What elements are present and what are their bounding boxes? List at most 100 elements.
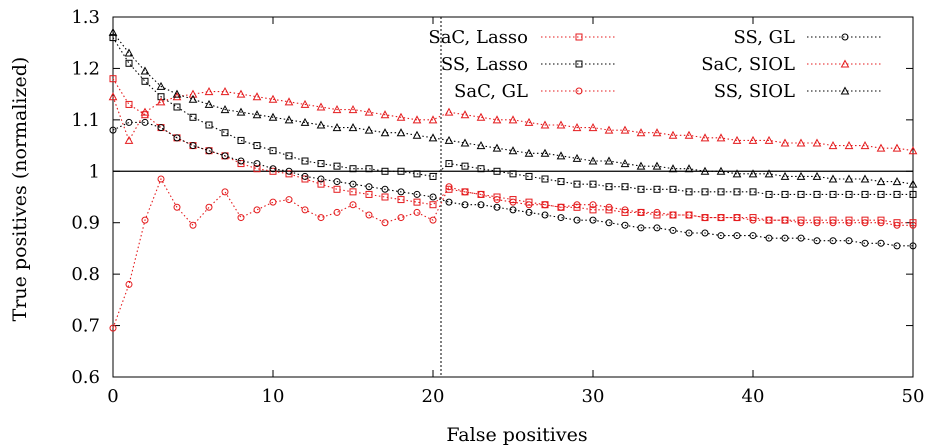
data-point	[588, 156, 598, 165]
data-point	[365, 165, 373, 173]
data-point	[732, 169, 742, 178]
data-point	[124, 135, 134, 144]
data-point	[845, 190, 853, 198]
legend: SaC, Lasso SS, Lasso SaC, GL SS, GL SaC, SIO…	[428, 27, 883, 102]
data-point	[909, 221, 917, 229]
data-point	[284, 115, 294, 124]
data-point	[269, 165, 277, 173]
data-point	[476, 141, 486, 150]
data-point	[541, 201, 549, 209]
data-point	[396, 128, 406, 137]
data-point	[813, 219, 821, 227]
data-point	[684, 130, 694, 139]
legend-marker	[575, 60, 583, 68]
data-point	[732, 135, 742, 144]
data-point	[653, 208, 661, 216]
legend-label: SaC, Lasso	[428, 27, 528, 48]
data-point	[860, 141, 870, 150]
data-point	[733, 188, 741, 196]
data-point	[573, 201, 581, 209]
data-point	[221, 152, 229, 160]
data-point	[765, 190, 773, 198]
data-point	[205, 147, 213, 155]
data-point	[412, 115, 422, 124]
data-point	[348, 123, 358, 132]
legend-entry: SS, Lasso	[441, 54, 617, 75]
data-point	[797, 216, 805, 224]
data-point	[909, 219, 917, 227]
data-point	[861, 216, 869, 224]
data-point	[653, 224, 661, 232]
legend-entry: SS, SIOL	[714, 81, 883, 102]
data-point	[461, 162, 469, 170]
data-point	[876, 177, 886, 186]
data-point	[445, 198, 453, 206]
data-point	[701, 229, 709, 237]
data-point	[477, 201, 485, 209]
data-point	[141, 216, 149, 224]
data-point	[109, 75, 117, 83]
data-point	[237, 214, 245, 222]
data-point	[141, 118, 149, 126]
data-point	[589, 216, 597, 224]
data-point	[701, 188, 709, 196]
data-point	[845, 237, 853, 245]
data-point	[668, 130, 678, 139]
data-point	[349, 180, 357, 188]
data-point	[413, 170, 421, 178]
data-point	[876, 143, 886, 152]
data-point	[428, 115, 438, 124]
data-point	[748, 169, 758, 178]
data-point	[301, 172, 309, 180]
data-point	[397, 196, 405, 204]
data-point	[429, 172, 437, 180]
data-point	[733, 232, 741, 240]
data-point	[333, 185, 341, 193]
data-point	[140, 107, 150, 116]
data-point	[124, 48, 134, 57]
data-point	[525, 172, 533, 180]
y-tick-label: 0.6	[71, 367, 100, 388]
data-point	[109, 34, 117, 42]
data-point	[332, 123, 342, 132]
legend-label: SS, GL	[734, 27, 796, 48]
data-point	[685, 229, 693, 237]
data-point	[492, 115, 502, 124]
data-point	[893, 242, 901, 250]
data-point	[381, 167, 389, 175]
data-point	[636, 161, 646, 170]
data-point	[284, 97, 294, 106]
data-point	[413, 190, 421, 198]
data-point	[365, 183, 373, 191]
data-point	[605, 203, 613, 211]
data-point	[429, 216, 437, 224]
legend-entry: SS, GL	[734, 27, 883, 48]
y-tick-label: 1.1	[71, 110, 100, 131]
data-point	[493, 196, 501, 204]
data-point	[781, 234, 789, 242]
data-point	[509, 206, 517, 214]
data-point	[877, 190, 885, 198]
data-point	[524, 148, 534, 157]
data-point	[749, 188, 757, 196]
data-point	[236, 107, 246, 116]
data-point	[301, 175, 309, 183]
data-point	[188, 94, 198, 103]
data-point	[332, 105, 342, 114]
data-point	[525, 208, 533, 216]
data-point	[861, 190, 869, 198]
data-point	[461, 201, 469, 209]
data-point	[220, 87, 230, 96]
series-2	[109, 175, 917, 332]
data-point	[461, 188, 469, 196]
data-point	[701, 214, 709, 222]
data-point	[477, 190, 485, 198]
data-point	[828, 174, 838, 183]
data-point	[429, 193, 437, 201]
data-point	[253, 206, 261, 214]
data-point	[205, 203, 213, 211]
data-point	[813, 190, 821, 198]
data-point	[861, 219, 869, 227]
data-point	[172, 89, 182, 98]
data-point	[108, 92, 118, 101]
